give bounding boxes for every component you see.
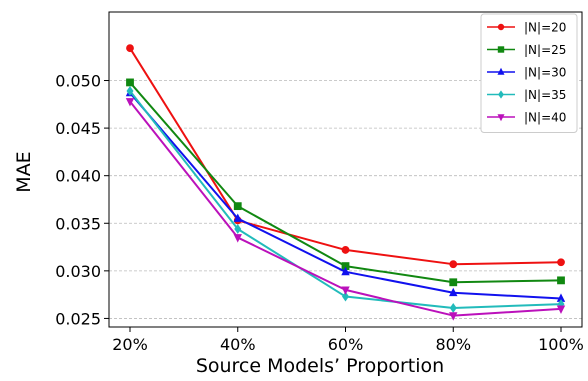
y-tick-label: 0.050 <box>55 72 101 91</box>
legend-label: |N|=35 <box>524 88 566 102</box>
data-point <box>450 279 457 286</box>
y-tick-label: 0.045 <box>55 119 101 138</box>
data-point <box>127 79 134 86</box>
legend-marker <box>498 24 503 29</box>
y-tick-label: 0.035 <box>55 214 101 233</box>
x-tick-label: 20% <box>112 335 148 354</box>
series-line <box>130 101 561 315</box>
x-tick-label: 100% <box>538 335 584 354</box>
data-point <box>450 261 457 268</box>
y-axis-title: MAE <box>13 151 35 192</box>
legend-marker <box>498 47 503 52</box>
data-point <box>127 45 134 52</box>
legend: |N|=20 |N|=25 |N|=30 |N|=35 |N|=40 <box>481 14 577 133</box>
y-tick-label: 0.025 <box>55 309 101 328</box>
data-point <box>450 304 456 312</box>
x-axis-title: Source Models’ Proportion <box>196 355 444 377</box>
data-point <box>558 259 565 266</box>
legend-label: |N|=20 <box>524 21 566 35</box>
x-axis-ticks: 20% 40% 60% 80% 100% <box>112 327 584 354</box>
y-axis-ticks: 0.025 0.030 0.035 0.040 0.045 0.050 <box>55 72 109 329</box>
x-tick-label: 40% <box>220 335 256 354</box>
legend-label: |N|=30 <box>524 66 566 80</box>
data-point <box>558 277 565 284</box>
y-tick-label: 0.040 <box>55 167 101 186</box>
x-tick-label: 80% <box>435 335 471 354</box>
y-tick-label: 0.030 <box>55 262 101 281</box>
legend-label: |N|=40 <box>524 111 566 125</box>
x-tick-label: 60% <box>328 335 364 354</box>
data-point <box>234 203 241 210</box>
data-point <box>342 247 349 254</box>
legend-label: |N|=25 <box>524 43 566 57</box>
